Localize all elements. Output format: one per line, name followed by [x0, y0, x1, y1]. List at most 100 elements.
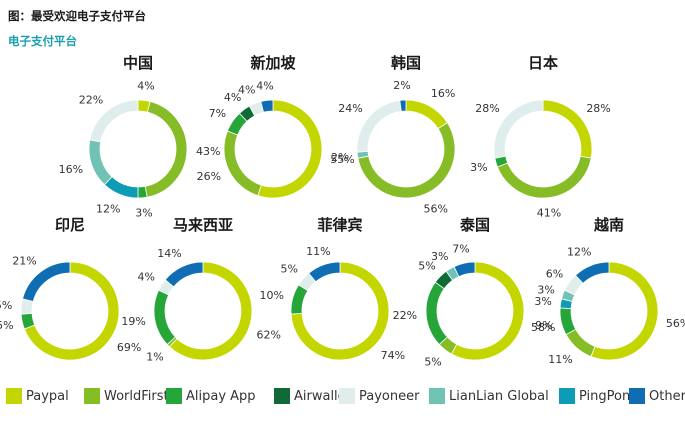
data-label: 16% [59, 163, 83, 176]
data-label: 7% [209, 107, 226, 120]
legend-swatch [429, 388, 445, 404]
legend-item-payoneer: Payoneer [339, 386, 419, 406]
legend-swatch [84, 388, 100, 404]
data-label: 21% [12, 254, 36, 267]
donut-slice-alipay-app [153, 289, 176, 346]
donut-slice-paypal [290, 261, 390, 361]
legend-label: Payoneer [359, 388, 420, 404]
donut-chart-7: 菲律宾 74% 10% 5% 11% [260, 216, 406, 362]
donut-slice-worldfirst [357, 122, 456, 199]
data-label: 4% [137, 80, 154, 93]
data-label: 41% [537, 207, 561, 220]
data-label: 11% [306, 245, 330, 258]
donut-chart-3: 韩国 16% 56% 2% 24% 2% [331, 54, 456, 216]
legend-swatch [339, 388, 355, 404]
legend-item-paypal: Paypal [6, 386, 69, 406]
legend-label: LianLian Global [449, 388, 549, 404]
donut-chart-4: 日本 28% 41% 3% 28% [470, 54, 611, 220]
data-label: 4% [256, 80, 273, 93]
legend-swatch [166, 388, 182, 404]
data-label: 6% [546, 267, 563, 280]
data-label: 11% [548, 353, 572, 366]
donut-title: 菲律宾 [317, 216, 362, 234]
data-label: 3% [470, 161, 487, 174]
donut-chart-6: 马来西亚 62% 1% 19% 4%14% [121, 216, 281, 363]
legend-item-lianlian-global: LianLian Global [429, 386, 549, 406]
data-label: 74% [381, 349, 405, 362]
legend-item-other: Other [629, 386, 685, 406]
donut-slice-alipay-app [137, 185, 148, 199]
legend-label: Alipay App [186, 388, 256, 404]
legend-label: WorldFirst [104, 388, 169, 404]
data-label: 3% [431, 250, 448, 263]
donut-title: 越南 [593, 216, 624, 234]
donut-title: 印尼 [55, 216, 85, 234]
data-label: 5% [0, 299, 12, 312]
legend-item-worldfirst: WorldFirst [84, 386, 169, 406]
data-label: 69% [117, 341, 141, 354]
legend-item-alipay-app: Alipay App [166, 386, 256, 406]
donut-chart-5: 印尼 69% 5% 5% 21% [0, 216, 141, 361]
donut-slice-other [574, 261, 610, 284]
donut-chart-9: 越南 56% 11% 9% 3%3% 6% 12% [534, 216, 685, 366]
data-label: 12% [567, 245, 591, 258]
data-label: 3% [537, 283, 554, 296]
data-label: 7% [452, 243, 469, 256]
donut-slice-payoneer [89, 99, 139, 143]
donut-slice-paypal [450, 261, 525, 361]
legend-item-pingpong: PingPong [559, 386, 638, 406]
donut-slice-other [164, 261, 204, 288]
legend-label: Other [649, 388, 685, 404]
donut-slice-other [308, 261, 341, 283]
donut-slice-other [399, 99, 407, 112]
data-label: 3% [135, 207, 152, 220]
donut-slice-alipay-app [559, 307, 577, 336]
data-label: 4% [238, 83, 255, 96]
donut-slice-paypal [590, 261, 659, 361]
legend-swatch [629, 388, 645, 404]
legend-swatch [6, 388, 22, 404]
donut-title: 韩国 [391, 54, 421, 72]
donut-chart-1: 中国 4% 43% 3% 12% 16% 22% [59, 54, 221, 220]
donut-slice-other [22, 261, 71, 303]
donut-title: 新加坡 [250, 54, 295, 72]
data-label: 62% [257, 329, 281, 342]
data-label: 26% [197, 170, 221, 183]
donut-title: 泰国 [459, 216, 490, 234]
data-label: 4% [138, 271, 155, 284]
data-label: 5% [0, 319, 14, 332]
data-label: 56% [424, 203, 448, 216]
donut-title: 日本 [528, 54, 558, 72]
data-label: 12% [96, 203, 120, 216]
data-label: 5% [424, 356, 441, 369]
legend-label: PingPong [579, 388, 639, 404]
legend-item-airwallex: Airwallex [274, 386, 353, 406]
data-label: 43% [196, 145, 220, 158]
donut-slice-worldfirst [223, 130, 262, 197]
donut-slice-lianlian-global [88, 139, 113, 186]
donut-slice-other [260, 99, 274, 113]
figure-subtitle: 电子支付平台 [8, 34, 77, 48]
legend-label: Airwallex [294, 388, 354, 404]
donut-slice-paypal [542, 99, 593, 159]
donut-title: 中国 [123, 54, 153, 72]
data-label: 14% [157, 247, 181, 260]
data-label: 22% [393, 309, 417, 322]
donut-slice-paypal [405, 99, 448, 130]
data-label: 2% [331, 151, 348, 164]
data-label: 16% [431, 87, 455, 100]
donut-slice-paypal [257, 99, 323, 199]
donut-title: 马来西亚 [173, 216, 233, 234]
data-label: 5% [281, 263, 298, 276]
donut-slice-worldfirst [144, 101, 188, 198]
data-label: 24% [338, 102, 362, 115]
donut-slice-payoneer [356, 99, 402, 153]
data-label: 2% [393, 79, 410, 92]
data-label: 3% [534, 295, 551, 308]
data-label: 55% [330, 153, 354, 166]
data-label: 4% [224, 91, 241, 104]
data-label: 10% [260, 289, 284, 302]
